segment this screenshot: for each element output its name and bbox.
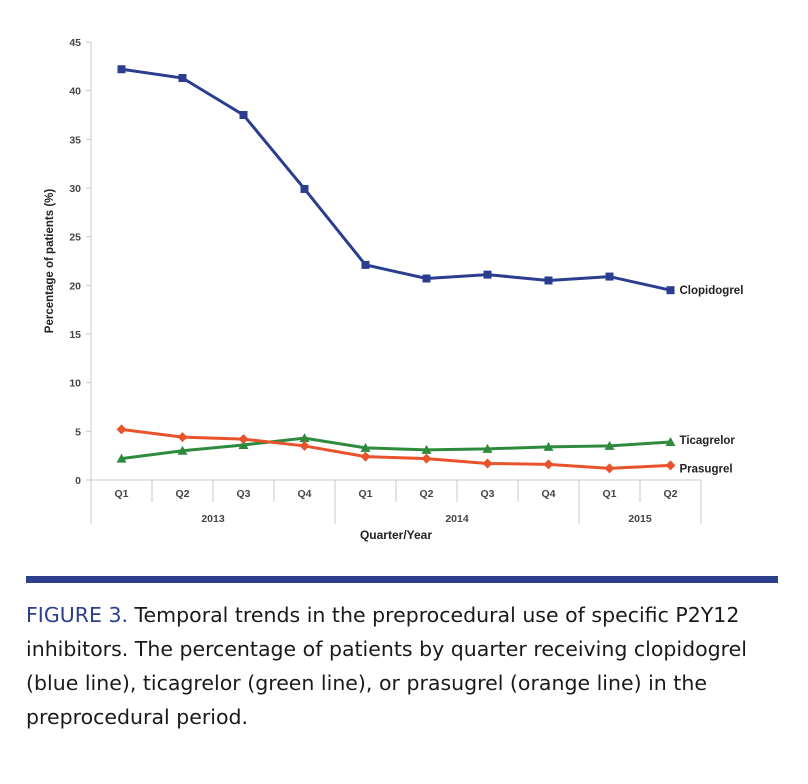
ticagrelor-label: Ticagrelor — [680, 435, 736, 447]
ticagrelor-point — [238, 439, 249, 449]
ticagrelor-line — [121, 436, 671, 461]
ticagrelor-point — [299, 433, 310, 443]
ticagrelor-point — [360, 442, 371, 452]
clopidogrel-point — [422, 274, 431, 283]
prasugrel-point — [543, 459, 554, 470]
x-tick-label: Q3 — [236, 488, 250, 500]
x-tick-label: Q2 — [663, 488, 677, 500]
clopidogrel-point — [300, 184, 309, 193]
y-tick-label: 25 — [69, 232, 81, 244]
ticagrelor-point — [482, 443, 493, 453]
x-tick-label: Q4 — [541, 488, 555, 500]
y-tick-label: 15 — [69, 329, 81, 341]
prasugrel-point — [360, 451, 371, 462]
x-tick-label: Q4 — [297, 488, 311, 500]
y-axis-label: Percentage of patients (%) — [44, 189, 56, 334]
y-tick-label: 0 — [75, 475, 81, 487]
year-label: 2014 — [445, 513, 469, 525]
y-tick-label: 45 — [69, 37, 81, 49]
clopidogrel-point — [117, 65, 126, 74]
figure-caption: FIGURE 3. Temporal trends in the preproc… — [26, 598, 786, 734]
y-tick-label: 20 — [69, 280, 81, 292]
clopidogrel-point — [483, 270, 492, 279]
clopidogrel-point — [239, 111, 248, 119]
prasugrel-point — [482, 458, 493, 469]
y-tick-label: 35 — [69, 134, 81, 146]
y-tick-label: 10 — [69, 378, 81, 390]
year-label: 2015 — [628, 513, 652, 525]
x-tick-label: Q1 — [602, 488, 616, 500]
clopidogrel-point — [544, 276, 553, 285]
clopidogrel-point — [605, 272, 614, 281]
prasugrel-line — [121, 427, 671, 470]
x-tick-label: Q2 — [419, 488, 433, 500]
ticagrelor-point — [604, 440, 615, 450]
prasugrel-point — [238, 434, 249, 445]
caption-label: FIGURE 3. — [26, 603, 128, 627]
clopidogrel-point — [361, 260, 370, 269]
prasugrel-point — [421, 453, 432, 464]
x-tick-label: Q3 — [480, 488, 494, 500]
y-tick-label: 5 — [75, 426, 81, 438]
clopidogrel-point — [666, 286, 675, 295]
prasugrel-point — [299, 440, 310, 451]
year-label: 2013 — [201, 513, 225, 525]
prasugrel-point — [604, 463, 615, 474]
clopidogrel-label: Clopidogrel — [680, 285, 744, 297]
x-axis-label: Quarter/Year — [360, 528, 432, 542]
prasugrel-point — [116, 424, 127, 435]
prasugrel-point — [177, 432, 188, 443]
x-tick-label: Q2 — [175, 488, 189, 500]
line-chart: 0 5 10 15 20 25 30 35 40 45 Percentage of patients… — [44, 37, 744, 542]
prasugrel-label: Prasugrel — [680, 463, 733, 475]
caption-text: Temporal trends in the preprocedural use… — [26, 603, 747, 729]
ticagrelor-point — [665, 437, 676, 447]
ticagrelor-point — [177, 445, 188, 455]
x-tick-label: Q1 — [358, 488, 372, 500]
y-tick-label: 40 — [69, 86, 81, 98]
y-tick-label: 30 — [69, 183, 81, 195]
clopidogrel-line — [121, 67, 671, 292]
prasugrel-point — [665, 460, 676, 471]
x-tick-label: Q1 — [114, 488, 128, 500]
caption-divider — [26, 576, 778, 583]
clopidogrel-point — [178, 74, 187, 83]
ticagrelor-point — [421, 444, 432, 454]
ticagrelor-point — [116, 453, 127, 463]
ticagrelor-point — [543, 441, 554, 451]
